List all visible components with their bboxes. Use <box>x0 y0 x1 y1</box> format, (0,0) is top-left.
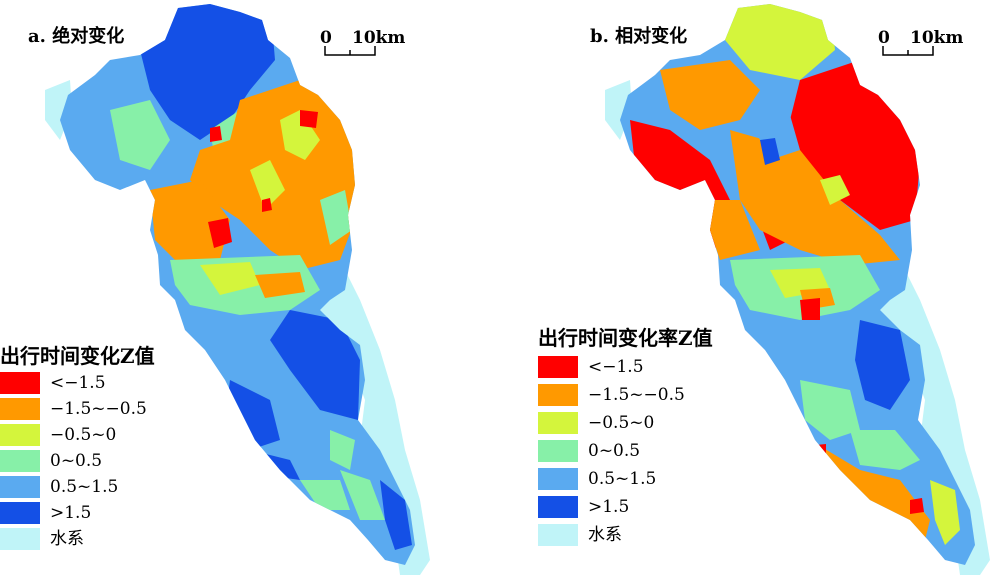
legend-label: −1.5~−0.5 <box>50 399 147 419</box>
panel-title: a. 绝对变化 <box>28 26 125 47</box>
legend-label: >1.5 <box>588 497 630 517</box>
legend-label: 水系 <box>50 529 84 549</box>
legend-swatch <box>0 398 40 420</box>
legend-label: −1.5~−0.5 <box>588 385 685 405</box>
legend-swatch <box>538 496 578 518</box>
scale-zero-label: 0 <box>320 28 332 48</box>
legend-label: >1.5 <box>50 503 92 523</box>
scale-end-label: 10km <box>910 28 964 48</box>
legend-label: 0.5~1.5 <box>50 477 119 497</box>
map-absolute-change <box>45 4 430 575</box>
legend-swatch <box>538 356 578 378</box>
legend-swatch <box>538 384 578 406</box>
legend-swatch <box>0 528 40 550</box>
legend-swatch <box>538 524 578 546</box>
legend-swatch <box>0 424 40 446</box>
map-panel-relative: b. 相对变化 0 10km 出行时间变化率Z值 <−1.5 −1.5~−0.5… <box>500 0 1000 575</box>
legend: 出行时间变化率Z值 <−1.5 −1.5~−0.5 −0.5~0 0~0.5 0… <box>538 322 758 572</box>
legend-swatch <box>538 468 578 490</box>
scale-end-label: 10km <box>352 28 406 48</box>
legend-swatch <box>538 412 578 434</box>
legend-label: <−1.5 <box>50 373 106 393</box>
legend-label: 0.5~1.5 <box>588 469 657 489</box>
map-relative-change <box>605 4 990 575</box>
scale-zero-label: 0 <box>878 28 890 48</box>
legend-swatch <box>0 502 40 524</box>
legend-label: 水系 <box>588 525 622 545</box>
legend-label: 0~0.5 <box>588 441 641 461</box>
legend-swatch <box>0 372 40 394</box>
legend-label: 0~0.5 <box>50 451 103 471</box>
map-panel-absolute: a. 绝对变化 0 10km 出行时间变化Z值 <−1.5 −1.5~−0.5 … <box>0 4 430 575</box>
scale-bar-line <box>882 46 934 56</box>
scale-bar: 0 10km <box>320 28 410 58</box>
scale-bar-line <box>324 46 376 56</box>
legend: 出行时间变化Z值 <−1.5 −1.5~−0.5 −0.5~0 0~0.5 0.… <box>0 340 200 570</box>
legend-label: −0.5~0 <box>50 425 117 445</box>
legend-swatch <box>538 440 578 462</box>
legend-label: <−1.5 <box>588 357 644 377</box>
legend-swatch <box>0 450 40 472</box>
legend-title: 出行时间变化率Z值 <box>538 326 713 350</box>
legend-title: 出行时间变化Z值 <box>0 344 155 368</box>
panel-title: b. 相对变化 <box>590 26 688 47</box>
legend-label: −0.5~0 <box>588 413 655 433</box>
scale-bar: 0 10km <box>878 28 968 58</box>
legend-swatch <box>0 476 40 498</box>
